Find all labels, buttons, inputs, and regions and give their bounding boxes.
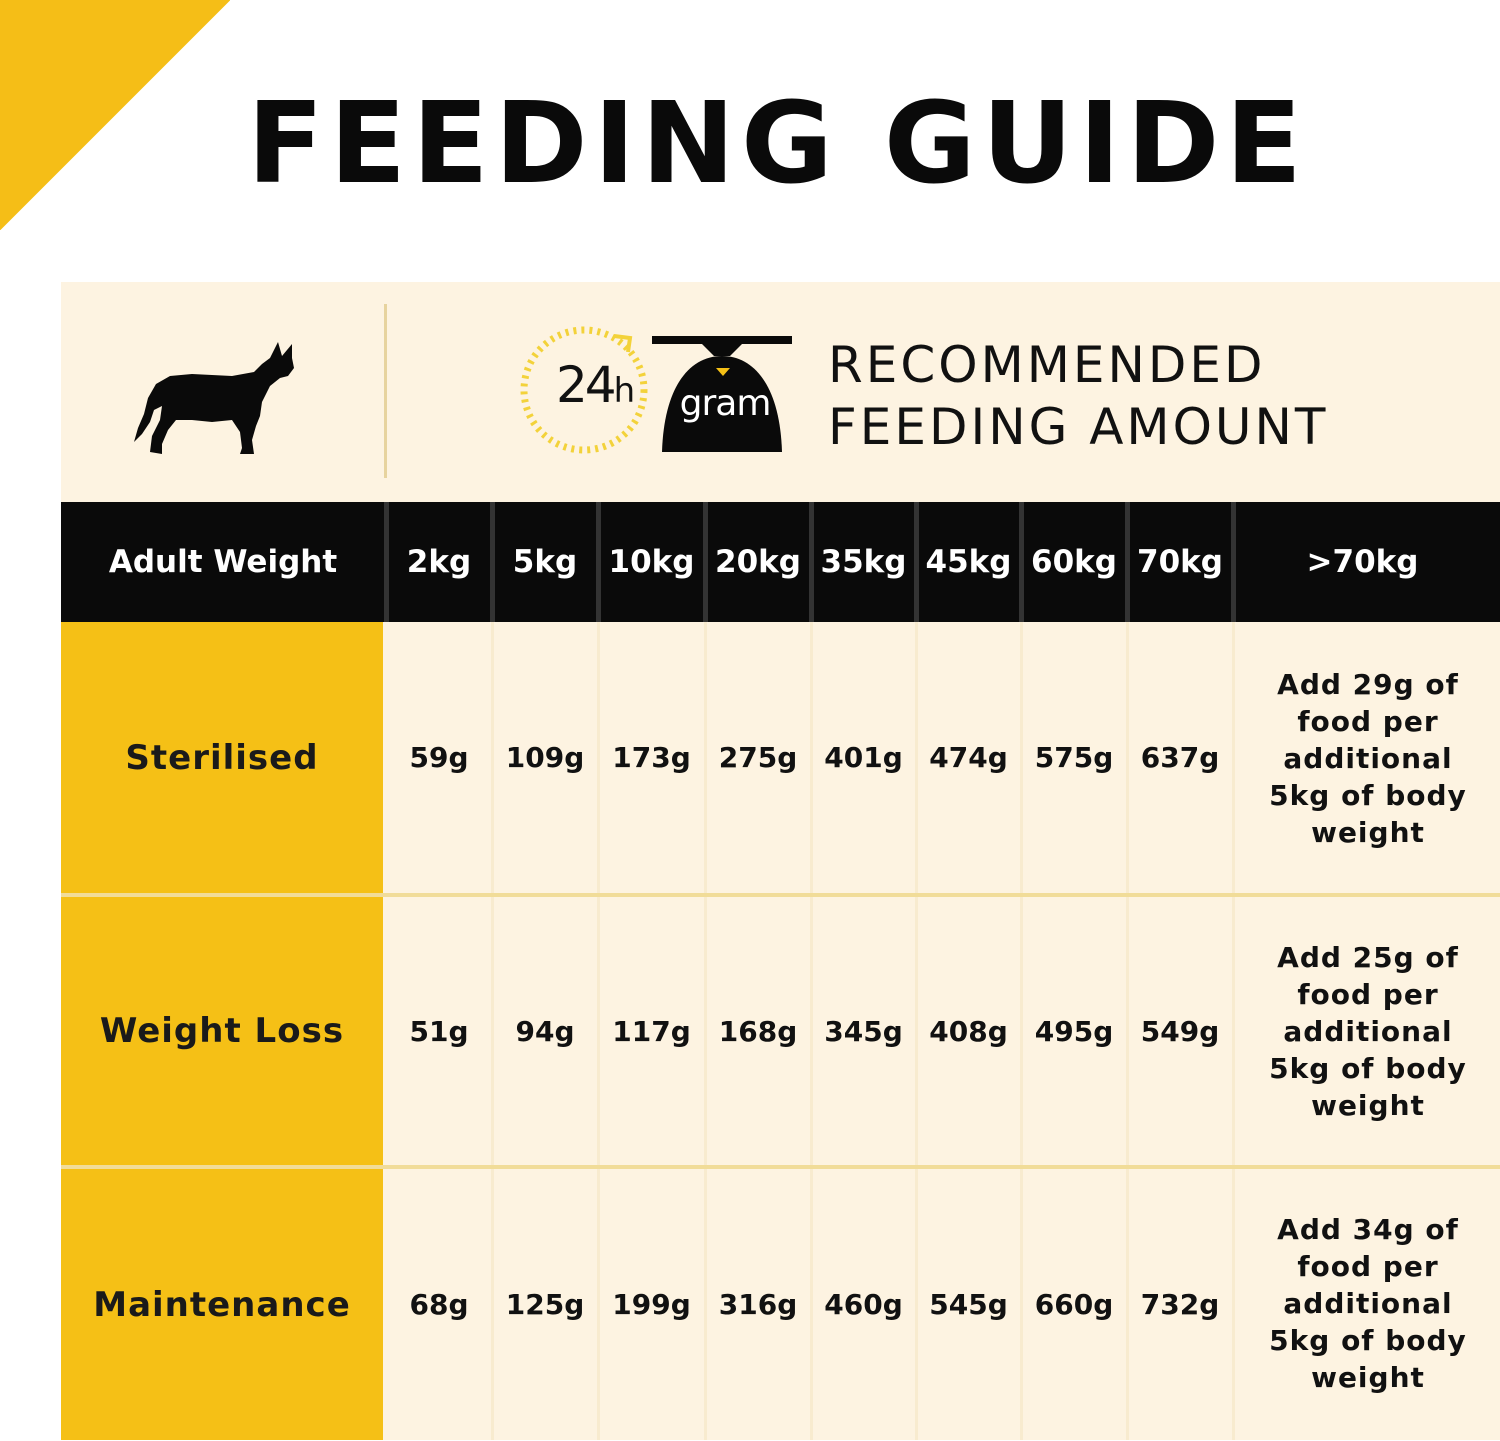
row-separator [61, 893, 1500, 897]
value-cell: 732g [1140, 1288, 1220, 1321]
note-line: weight [1311, 1361, 1425, 1394]
note-line: 5kg of body [1269, 779, 1467, 812]
dog-icon [134, 342, 294, 454]
value-cell: 51g [409, 1014, 469, 1048]
header-weight-5kg: 5kg [512, 544, 578, 580]
note-line: food per [1297, 705, 1439, 738]
note-line: Add 25g of [1277, 941, 1459, 974]
value-cell: 59g [409, 741, 469, 774]
column-band [810, 622, 813, 1440]
header-weight-20kg: 20kg [715, 544, 801, 580]
note-maintenance: Add 34g of food per additional 5kg of bo… [1236, 1211, 1500, 1396]
value-cell: 401g [824, 741, 903, 774]
value-cell: 460g [824, 1288, 903, 1321]
value-cell: 549g [1140, 1014, 1220, 1048]
note-line: additional [1283, 742, 1453, 775]
header-divider-line [490, 502, 495, 622]
row-label-sterilised: Sterilised [61, 622, 383, 893]
header-weight-over-70kg: >70kg [1306, 544, 1419, 580]
row-label-weight-loss: Weight Loss [61, 897, 383, 1165]
value-cell: 408g [929, 1014, 1008, 1048]
scale-icon [652, 336, 792, 452]
corner-accent [0, 0, 230, 230]
header-weight-2kg: 2kg [406, 544, 472, 580]
column-band [1020, 622, 1023, 1440]
note-line: weight [1311, 816, 1425, 849]
header-weight-70kg: 70kg [1137, 544, 1223, 580]
value-cell: 109g [505, 741, 585, 774]
clock-hours: 24 [556, 356, 617, 414]
clock-24h-icon [520, 326, 648, 454]
note-line: additional [1283, 1287, 1453, 1320]
note-line: Add 34g of [1277, 1213, 1459, 1246]
value-cell: 660g [1034, 1288, 1114, 1321]
note-weight-loss: Add 25g of food per additional 5kg of bo… [1236, 939, 1500, 1124]
header-divider-line [703, 502, 708, 622]
header-divider-line [914, 502, 919, 622]
recommended-line-2: FEEDING AMOUNT [828, 398, 1329, 456]
value-cell: 125g [505, 1288, 585, 1321]
header-divider [384, 304, 387, 478]
page-title: FEEDING GUIDE [247, 79, 1308, 209]
column-band [597, 622, 600, 1440]
recommended-line-1: RECOMMENDED [828, 336, 1266, 394]
header-weight-45kg: 45kg [925, 544, 1012, 580]
value-cell: 575g [1034, 741, 1114, 774]
recommended-heading: RECOMMENDED FEEDING AMOUNT [828, 334, 1328, 458]
column-band [1232, 622, 1235, 1440]
value-cell: 168g [718, 1014, 798, 1048]
note-line: food per [1297, 1250, 1439, 1283]
column-band [1126, 622, 1129, 1440]
value-cell: 199g [612, 1288, 691, 1321]
header-divider-line [809, 502, 814, 622]
header-divider-line [1019, 502, 1024, 622]
header-divider-line [596, 502, 601, 622]
header-divider-line [1125, 502, 1130, 622]
column-band [704, 622, 707, 1440]
value-cell: 275g [718, 741, 798, 774]
value-cell: 474g [929, 741, 1008, 774]
value-cell: 117g [612, 1014, 691, 1048]
value-cell: 637g [1140, 741, 1220, 774]
column-band [915, 622, 918, 1440]
row-separator [61, 1165, 1500, 1169]
value-cell: 94g [515, 1014, 575, 1048]
row-label-maintenance: Maintenance [61, 1169, 383, 1440]
value-cell: 545g [929, 1288, 1008, 1321]
value-cell: 345g [824, 1014, 903, 1048]
clock-label: 24h [556, 360, 635, 410]
clock-unit: h [613, 371, 636, 411]
note-line: Add 29g of [1277, 668, 1459, 701]
value-cell: 316g [718, 1288, 798, 1321]
header-weight-60kg: 60kg [1031, 544, 1117, 580]
note-line: 5kg of body [1269, 1324, 1467, 1357]
note-line: weight [1311, 1089, 1425, 1122]
table-header-row [61, 502, 1500, 622]
value-cell: 495g [1034, 1014, 1114, 1048]
header-divider-line [384, 502, 389, 622]
value-cell: 68g [409, 1288, 469, 1321]
header-weight-10kg: 10kg [608, 544, 695, 580]
header-weight-35kg: 35kg [820, 544, 907, 580]
note-line: food per [1297, 978, 1439, 1011]
header-adult-weight: Adult Weight [108, 544, 338, 580]
scale-label: gram [679, 383, 772, 424]
header-divider-line [1231, 502, 1236, 622]
note-line: additional [1283, 1015, 1453, 1048]
column-band [491, 622, 494, 1440]
value-cell: 173g [612, 741, 691, 774]
note-line: 5kg of body [1269, 1052, 1467, 1085]
note-sterilised: Add 29g of food per additional 5kg of bo… [1236, 666, 1500, 851]
